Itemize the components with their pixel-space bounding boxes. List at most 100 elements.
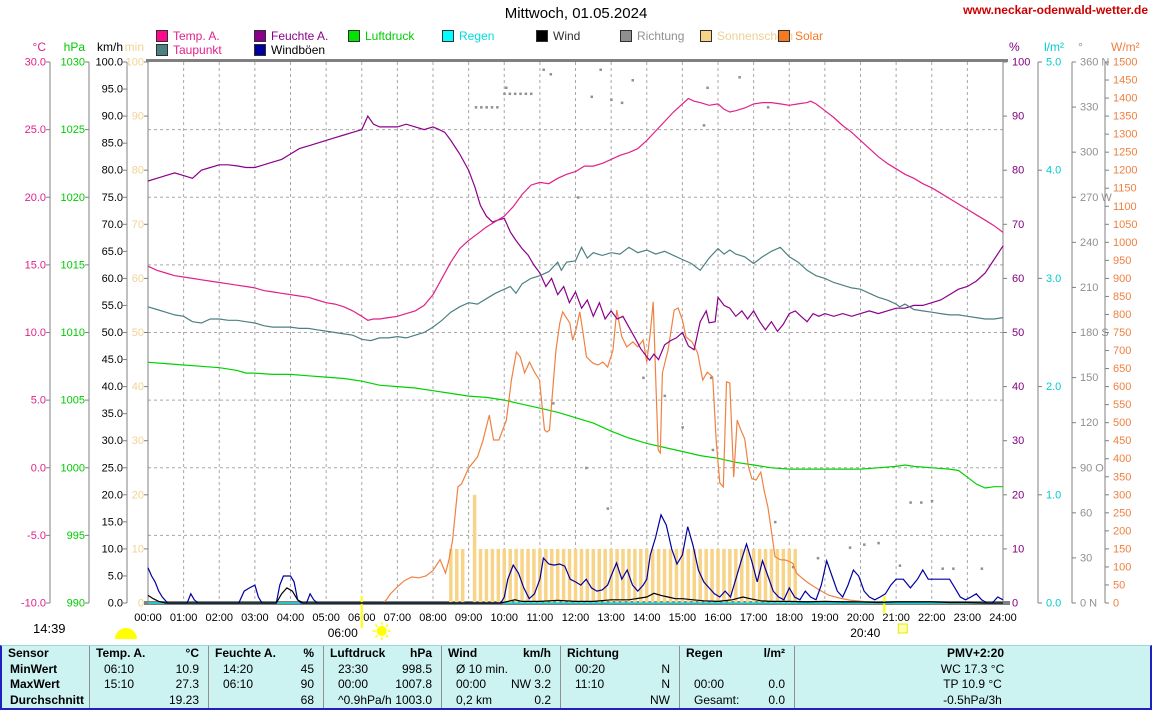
legend-item-taupunkt: Taupunkt [156, 43, 222, 57]
axis-label-°: 90 O [1080, 462, 1104, 474]
table-cell: Regen l/m² [680, 646, 794, 662]
sunshine-bar [484, 548, 489, 603]
axis-label-km/h: 10.0 [102, 543, 123, 555]
axis-label-W/m²: 1000 [1113, 237, 1137, 249]
axis-label-km/h: 40.0 [102, 381, 123, 393]
axis-label-W/m²: 950 [1113, 255, 1131, 267]
website-link[interactable]: www.neckar-odenwald-wetter.de [963, 3, 1148, 17]
table-value: 10.9 [175, 661, 199, 676]
table-value-time: Gesamt: [694, 692, 740, 707]
direction-dot [585, 466, 588, 470]
table-value-time: 0,2 km [456, 692, 493, 707]
table-value: 0.2 [534, 692, 551, 707]
weather-chart: -10.0 -5.0 0.0 5.0 10.0 15.0 20.0 25.0 30.0 °C 990… [21, 40, 1140, 640]
legend-swatch-icon [254, 30, 266, 42]
direction-dot [863, 543, 866, 546]
sunshine-bar [740, 548, 744, 603]
table-value-time: 00:00 [456, 677, 487, 691]
table-column: Regen l/m² 00:00 0.0 Gesamt: 0.0 [680, 646, 795, 708]
x-axis-label: 07:00 [384, 612, 412, 624]
sunshine-bar [775, 548, 780, 603]
sunshine-bar [763, 548, 768, 603]
axis-label-km/h: 30.0 [102, 435, 123, 447]
axis-label-km/h: 100.0 [95, 57, 123, 69]
direction-dot [474, 106, 478, 109]
table-value: N [661, 661, 670, 676]
legend-label: Windböen [271, 43, 326, 57]
table-cell: 68 [209, 693, 323, 709]
axis-label-°C: 25.0 [25, 124, 46, 136]
axis-label-W/m²: 1400 [1113, 93, 1137, 105]
axis-label-hPa: 1020 [61, 192, 85, 204]
sunshine-bar [514, 548, 518, 603]
legend-swatch-icon [156, 44, 168, 56]
table-cell: -0.5hPa/3h [943, 692, 1002, 707]
axis-label-km/h: 65.0 [102, 246, 123, 258]
direction-dot [503, 92, 506, 96]
axis-label-l/m²: 2.0 [1046, 381, 1061, 393]
axis-label-W/m²: 1500 [1113, 57, 1137, 69]
axis-label-km/h: 80.0 [102, 165, 123, 177]
direction-dot [791, 565, 795, 569]
axis-header-°C: °C [33, 40, 47, 54]
series-feuchte-a- [147, 114, 1004, 362]
x-axis-label: 21:00 [882, 612, 910, 624]
sunrise-marker [360, 596, 363, 628]
axis-label-W/m²: 50 [1113, 579, 1125, 591]
table-value-time: 00:00 [694, 677, 725, 691]
sunrise-sun-icon [385, 624, 389, 628]
table-value-time: 15:10 [104, 677, 135, 691]
sunshine-bar [585, 548, 590, 603]
table-cell: Feuchte A.% [209, 646, 323, 662]
table-value: 0.0 [534, 661, 551, 676]
axis-label-km/h: 70.0 [102, 219, 123, 231]
sunshine-bar [728, 548, 732, 603]
axis-label-°C: 0.0 [31, 462, 46, 474]
x-axis-label: 22:00 [918, 612, 946, 624]
x-axis-label: 24:00 [989, 612, 1017, 624]
axis-label-min: 30 [132, 435, 144, 447]
axis-label-hPa: 1030 [61, 57, 85, 69]
direction-dot [848, 546, 852, 549]
axis-header-°: ° [1078, 40, 1083, 54]
x-axis-label: 16:00 [704, 612, 732, 624]
direction-dot [505, 86, 508, 90]
axis-label-%: 20 [1012, 489, 1024, 501]
table-cell: 00:20 N [561, 662, 679, 678]
table-column: Wind km/h Ø 10 min. 0.0 00:00 NW 3.2 0,2 km 0.2 [442, 646, 561, 708]
table-column: Sensor MinWert MaxWert Durchschnitt [2, 646, 90, 708]
axis-label-min: 90 [132, 111, 144, 123]
table-cell: WC 17.3 °C [940, 661, 1005, 676]
x-axis-label: 01:00 [170, 612, 198, 624]
x-axis-label: 19:00 [811, 612, 839, 624]
direction-dot [496, 106, 499, 109]
table-column: Richtung 00:20 N 11:10 N NW [561, 646, 680, 708]
axis-label-W/m²: 850 [1113, 291, 1131, 303]
sunshine-bar [716, 548, 720, 603]
direction-dot [480, 106, 483, 109]
sunrise-time-label: 06:00 [328, 626, 358, 640]
axis-label-W/m²: 900 [1113, 273, 1131, 285]
table-header-unit: °C [185, 646, 199, 660]
table-cell: 11:10 N [561, 677, 679, 693]
sunrise-sun-icon [376, 626, 387, 636]
table-cell: 06:10 10.9 [90, 662, 208, 678]
sunshine-bar [472, 494, 477, 603]
table-value-time: ^0.9hPa/h [338, 692, 392, 707]
sunshine-bar [745, 548, 750, 603]
table-value-time: Ø 10 min. [456, 661, 509, 676]
axis-label-W/m²: 800 [1113, 309, 1131, 321]
axis-label-°C: -5.0 [27, 530, 46, 542]
direction-dot [706, 86, 709, 90]
sunshine-bar [668, 548, 673, 603]
axis-label-km/h: 85.0 [102, 138, 123, 150]
direction-dot [980, 567, 984, 570]
axis-label-W/m²: 1050 [1113, 219, 1137, 231]
sunshine-bar [722, 548, 726, 603]
axis-label-min: 100 [126, 57, 144, 69]
axis-label-l/m²: 0.0 [1046, 598, 1061, 610]
table-value-time: 06:10 [223, 677, 254, 691]
legend-item-temp-a-: Temp. A. [156, 29, 220, 43]
x-axis-label: 10:00 [490, 612, 518, 624]
sunrise-sun-icon [374, 634, 379, 638]
